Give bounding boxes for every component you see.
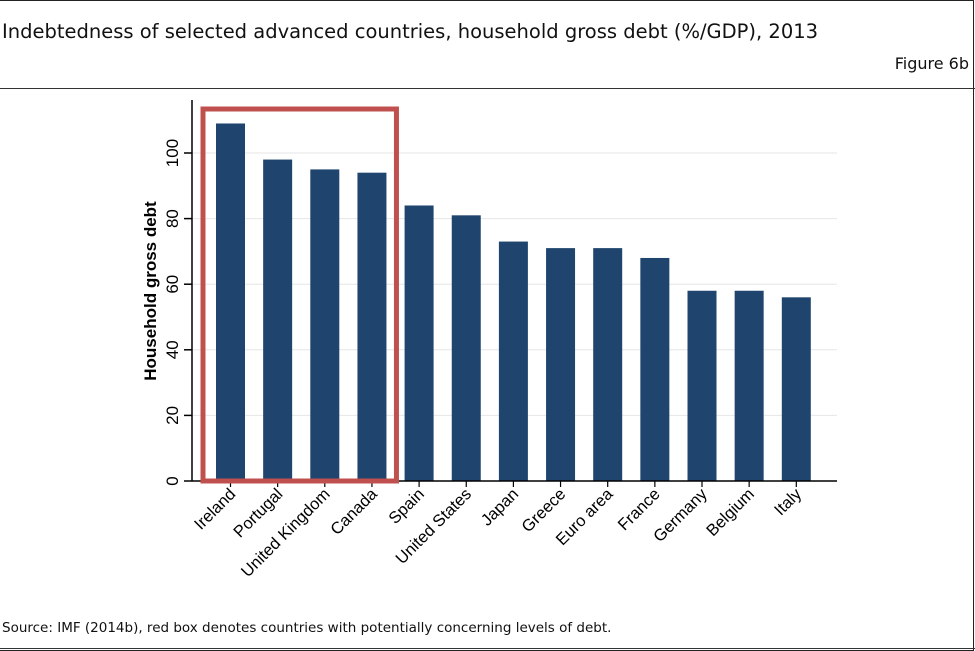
bars (216, 123, 811, 482)
bar-belgium (734, 290, 764, 481)
figure-title: Indebtedness of selected advanced countr… (2, 20, 819, 43)
title-divider (0, 88, 975, 89)
x-tick-label: Japan (478, 485, 523, 530)
highlight-box (200, 106, 399, 484)
bar-united-states (451, 215, 481, 481)
bar-greece (546, 248, 576, 481)
bar-united-kingdom (310, 169, 340, 481)
bar-japan (498, 241, 528, 481)
y-axis-label: Household gross debt (141, 201, 160, 381)
source-note: Source: IMF (2014b), red box denotes cou… (2, 620, 612, 636)
x-tick-label: Spain (385, 485, 428, 528)
y-axis: 0 20 40 60 80 100 (163, 100, 837, 487)
y-tick-label: 0 (163, 476, 182, 485)
bar-euro-area (593, 248, 623, 481)
bar-canada (357, 172, 387, 481)
bar-ireland (216, 123, 245, 481)
bar-italy (781, 297, 811, 481)
y-tick-label: 80 (163, 209, 182, 228)
bottom-divider (0, 648, 975, 649)
bar-portugal (263, 159, 293, 481)
x-tick-label: Italy (771, 485, 806, 520)
x-tick-label: Canada (327, 485, 381, 539)
figure-number: Figure 6b (894, 54, 969, 73)
x-tick-label: Belgium (703, 485, 758, 540)
x-tick-label: United Kingdom (238, 485, 334, 581)
y-tick-label: 100 (163, 139, 182, 167)
y-tick-label: 40 (163, 340, 182, 359)
bar-germany (687, 290, 717, 481)
y-tick-label: 20 (163, 406, 182, 425)
y-tick-label: 60 (163, 275, 182, 294)
bar-spain (404, 205, 434, 482)
bar-france (640, 257, 670, 481)
